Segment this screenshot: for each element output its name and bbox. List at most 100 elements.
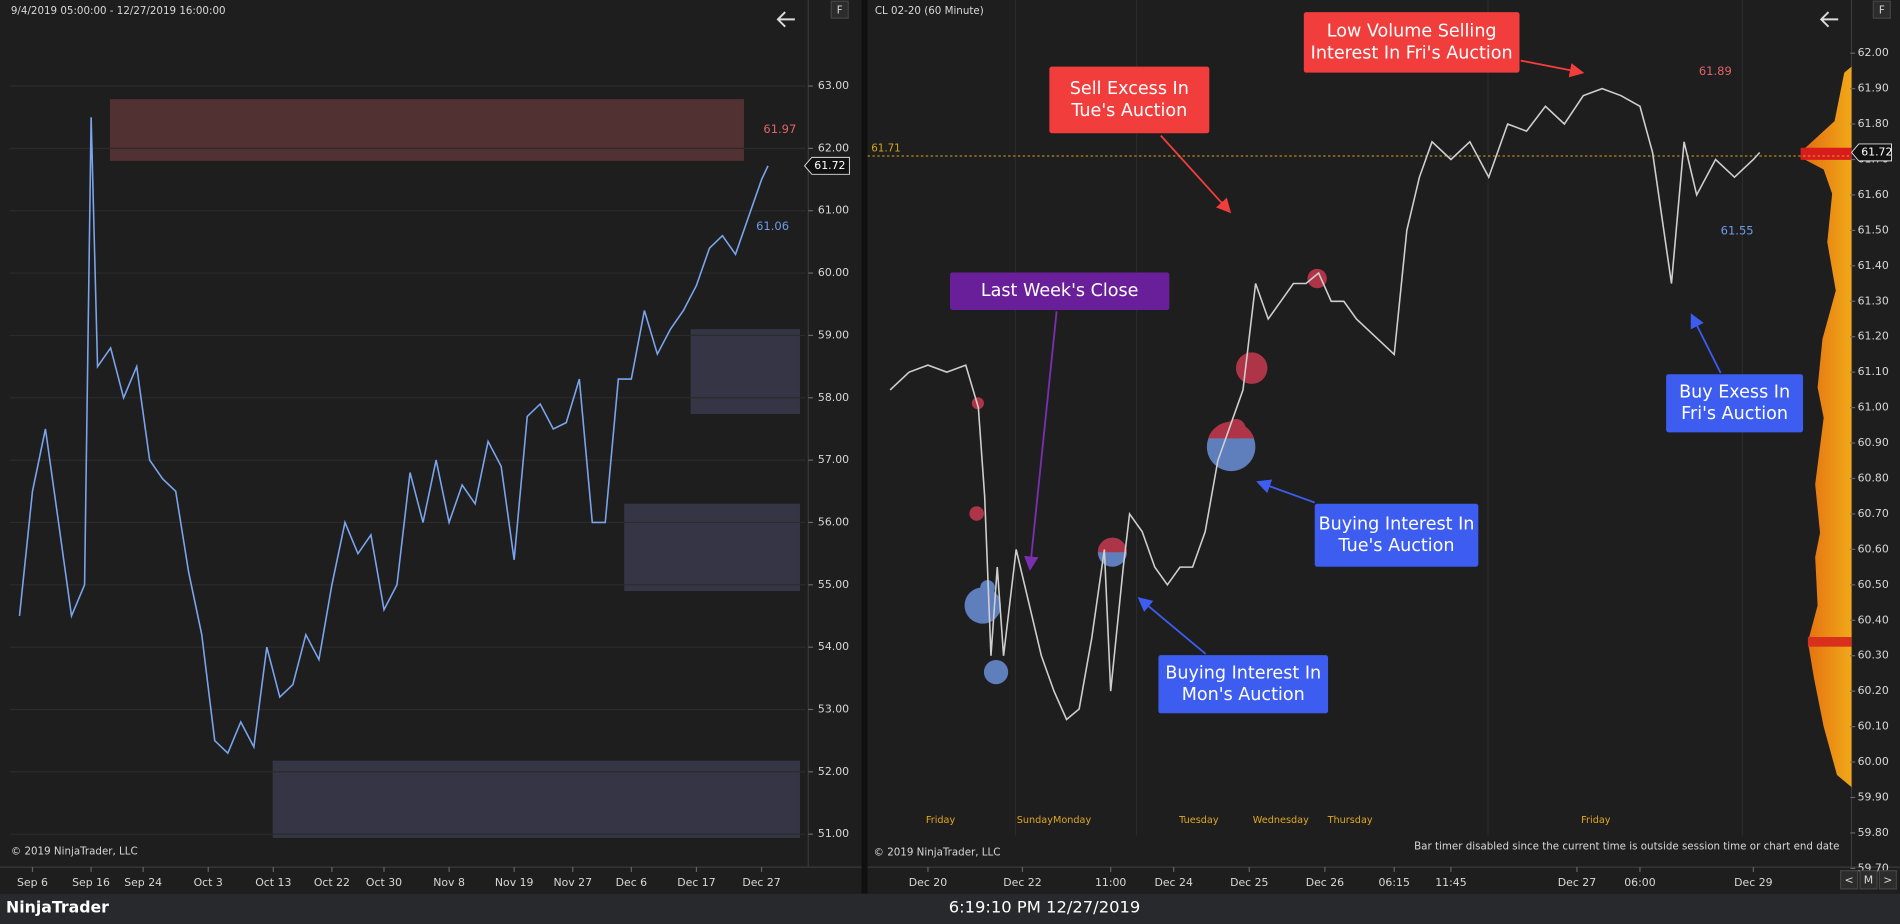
y-tick-label: 61.00	[818, 204, 849, 217]
day-label: Friday	[1581, 815, 1611, 826]
x-tick-label: 06:15	[1379, 876, 1410, 889]
y-tick-label: 60.00	[1858, 755, 1889, 768]
y-tick-label: 51.00	[818, 827, 849, 840]
price-label: 61.97	[763, 122, 796, 136]
day-label: Friday	[926, 815, 956, 826]
x-tick-label: Dec 29	[1734, 876, 1772, 889]
price-label: 61.55	[1721, 223, 1754, 237]
arrow	[1256, 479, 1316, 504]
f-button[interactable]	[1872, 0, 1891, 19]
annotation-text: Last Week's Close	[981, 281, 1139, 301]
y-tick-label: 60.00	[818, 266, 849, 279]
arrow	[1137, 597, 1207, 655]
nav-button[interactable]	[1859, 870, 1878, 890]
copyright: © 2019 NinjaTrader, LLC	[874, 847, 1001, 859]
zone	[624, 503, 800, 592]
last-price-label: 61.72	[1861, 145, 1892, 158]
y-tick-label: 63.00	[818, 79, 849, 92]
annotation-box	[1049, 66, 1210, 134]
x-tick-label: Dec 27	[1558, 876, 1596, 889]
bubble	[1307, 268, 1327, 289]
day-label: Wednesday	[1253, 815, 1309, 826]
y-tick-label: 53.00	[818, 702, 849, 715]
y-tick-label: 60.70	[1858, 507, 1889, 520]
x-tick-label: Dec 17	[677, 876, 715, 889]
nav-button[interactable]	[1840, 870, 1859, 890]
x-tick-label: Nov 19	[495, 876, 534, 889]
f-button[interactable]	[830, 0, 849, 19]
x-tick-label: Dec 6	[616, 876, 648, 889]
x-tick-label: Dec 26	[1306, 876, 1344, 889]
x-tick-label: Sep 24	[124, 876, 162, 889]
arrow	[1520, 59, 1585, 78]
annotation-text: Tue's Auction	[1338, 536, 1455, 556]
annotation-text: Mon's Auction	[1182, 685, 1305, 705]
y-tick-label: 61.30	[1858, 294, 1889, 307]
x-tick-label: Dec 20	[909, 876, 947, 889]
x-tick-label: Dec 22	[1003, 876, 1041, 889]
volume-node	[1807, 636, 1852, 647]
last-price-label: 61.72	[814, 159, 845, 172]
y-tick-label: 59.90	[1858, 790, 1889, 803]
annotation-text: Buying Interest In	[1165, 663, 1321, 683]
annotation-text: Interest In Fri's Auction	[1311, 43, 1513, 63]
chart-header: 9/4/2019 05:00:00 - 12/27/2019 16:00:00	[11, 5, 226, 17]
annotation-text: Buy Exess In	[1679, 382, 1790, 402]
bubble	[969, 506, 984, 521]
right-panel	[867, 0, 1900, 894]
x-tick-label: Oct 13	[255, 876, 291, 889]
annotation-text: Low Volume Selling	[1327, 21, 1497, 41]
last-price-tag	[1850, 143, 1893, 162]
y-tick-label: 62.00	[818, 141, 849, 154]
nav-button-label[interactable]: M	[1864, 873, 1873, 886]
x-tick-label: Nov 8	[433, 876, 465, 889]
y-tick-label: 62.00	[1858, 46, 1889, 59]
y-tick-label: 56.00	[818, 515, 849, 528]
y-tick-label: 61.50	[1858, 223, 1889, 236]
y-tick-label: 60.80	[1858, 471, 1889, 484]
y-tick-label: 61.00	[1858, 401, 1889, 414]
status-bar	[0, 893, 1900, 924]
x-tick-label: 11:45	[1435, 876, 1466, 889]
y-tick-label: 52.00	[818, 765, 849, 778]
copyright: © 2019 NinjaTrader, LLC	[11, 845, 138, 857]
nav-button[interactable]	[1878, 870, 1897, 890]
zone	[109, 99, 744, 161]
bubble	[964, 587, 1001, 624]
reference-label: 61.71	[871, 143, 900, 155]
y-tick-label: 60.90	[1858, 436, 1889, 449]
back-button[interactable]	[776, 11, 795, 28]
x-tick-label: Dec 27	[742, 876, 780, 889]
y-tick-label: 61.20	[1858, 330, 1889, 343]
price-line	[18, 117, 769, 755]
y-tick-label: 60.60	[1858, 542, 1889, 555]
back-button[interactable]	[1819, 11, 1839, 28]
x-tick-label: Sep 6	[17, 876, 48, 889]
y-tick-label: 60.50	[1858, 578, 1889, 591]
x-tick-label: Sep 16	[72, 876, 110, 889]
annotation-box	[1303, 12, 1520, 73]
x-tick-label: Oct 30	[366, 876, 402, 889]
bubble	[983, 660, 1009, 685]
price-label: 61.06	[756, 219, 789, 233]
f-button-label[interactable]: F	[1879, 4, 1885, 16]
day-label: SundayMonday	[1017, 815, 1092, 826]
volume-profile	[1800, 66, 1852, 788]
f-button-label[interactable]: F	[837, 4, 843, 16]
annotation-box	[950, 272, 1170, 311]
x-tick-label: Oct 22	[314, 876, 350, 889]
nav-button-label[interactable]: >	[1883, 873, 1892, 886]
annotation-box	[1314, 503, 1479, 567]
annotation-text: Sell Excess In	[1070, 79, 1189, 99]
price-label: 61.89	[1699, 64, 1732, 78]
clock: 6:19:10 PM 12/27/2019	[949, 898, 1141, 917]
annotation-text: Fri's Auction	[1681, 404, 1788, 424]
volume-poc	[1800, 147, 1852, 160]
x-tick-label: Oct 3	[194, 876, 223, 889]
arrow	[1690, 313, 1722, 374]
chart-header: CL 02-20 (60 Minute)	[875, 5, 984, 17]
nav-button-label[interactable]: <	[1845, 873, 1854, 886]
y-tick-label: 54.00	[818, 640, 849, 653]
y-tick-label: 60.20	[1858, 684, 1889, 697]
